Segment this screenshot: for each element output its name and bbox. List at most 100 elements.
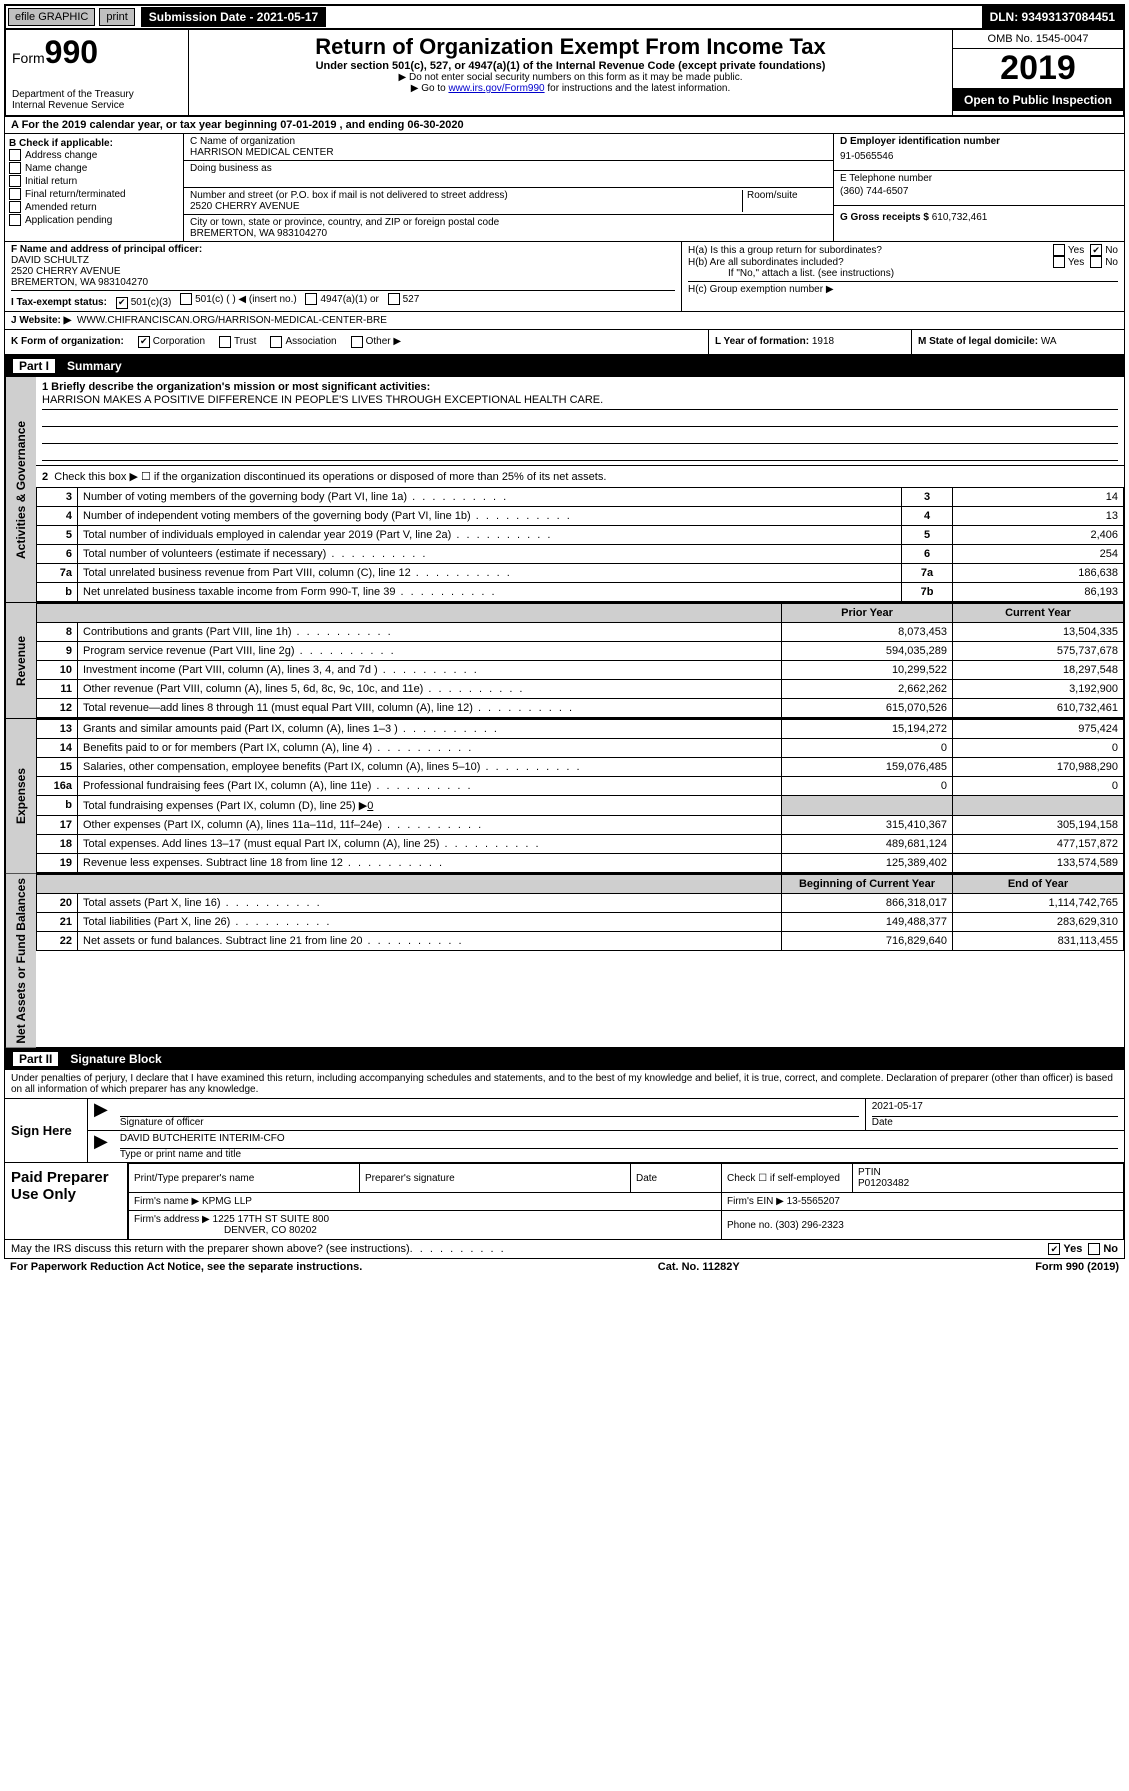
box-k: K Form of organization: Corporation Trus…	[5, 330, 708, 354]
firm-addr2: DENVER, CO 80202	[134, 1225, 317, 1236]
row-current: 477,157,872	[953, 834, 1124, 853]
sign-date: 2021-05-17	[872, 1101, 1118, 1117]
box-k-label: K Form of organization:	[11, 336, 124, 347]
city-val: BREMERTON, WA 983104270	[190, 228, 827, 239]
row-current: 610,732,461	[953, 698, 1124, 717]
row-num: 7a	[37, 563, 78, 582]
row-boy: 149,488,377	[782, 912, 953, 931]
row-num: 11	[37, 679, 78, 698]
dept-treasury: Department of the Treasury Internal Reve…	[12, 89, 182, 111]
expenses-section: Expenses 13 Grants and similar amounts p…	[4, 719, 1125, 874]
org-name: HARRISON MEDICAL CENTER	[190, 147, 827, 158]
firm-ein-label: Firm's EIN ▶	[727, 1196, 784, 1207]
hb-no[interactable]	[1090, 256, 1102, 268]
row-desc: Total assets (Part X, line 16)	[78, 893, 782, 912]
chk-trust[interactable]	[219, 336, 231, 348]
row-prior: 159,076,485	[782, 757, 953, 776]
discuss-text: May the IRS discuss this return with the…	[11, 1243, 410, 1255]
row-desc: Total unrelated business revenue from Pa…	[78, 563, 902, 582]
ha-no[interactable]	[1090, 244, 1102, 256]
box-e-label: E Telephone number	[840, 173, 1118, 184]
chk-527[interactable]	[388, 293, 400, 305]
row-num: 22	[37, 931, 78, 950]
chk-501c3[interactable]	[116, 297, 128, 309]
chk-other[interactable]	[351, 336, 363, 348]
sign-block: Sign Here ▶ Signature of officer 2021-05…	[4, 1099, 1125, 1163]
row-prior: 315,410,367	[782, 815, 953, 834]
part1-title: Summary	[67, 359, 122, 373]
row-desc: Number of voting members of the governin…	[78, 487, 902, 506]
form-number: 990	[45, 34, 98, 70]
dba-label: Doing business as	[190, 163, 827, 174]
row-desc: Total liabilities (Part X, line 26)	[78, 912, 782, 931]
footer-mid: Cat. No. 11282Y	[658, 1261, 740, 1273]
ha-no-lbl: No	[1105, 245, 1118, 256]
part2-title: Signature Block	[70, 1052, 161, 1066]
discuss-no[interactable]	[1088, 1243, 1100, 1255]
row-desc: Total fundraising expenses (Part IX, col…	[78, 795, 782, 815]
side-governance: Activities & Governance	[5, 377, 36, 602]
h-b-label: H(b) Are all subordinates included?	[688, 257, 1047, 268]
header-right: OMB No. 1545-0047 2019 Open to Public In…	[953, 30, 1123, 115]
row-current: 18,297,548	[953, 660, 1124, 679]
row-num: 18	[37, 834, 78, 853]
row-desc: Revenue less expenses. Subtract line 18 …	[78, 853, 782, 872]
chk-app-pending[interactable]	[9, 214, 21, 226]
print-button[interactable]: print	[99, 8, 134, 26]
chk-corp[interactable]	[138, 336, 150, 348]
lbl-name-change: Name change	[25, 163, 87, 174]
box-c-label: C Name of organization	[190, 136, 827, 147]
form-note-2: ▶ Go to www.irs.gov/Form990 for instruct…	[197, 83, 944, 94]
hb-yes[interactable]	[1053, 256, 1065, 268]
row-eoy: 831,113,455	[953, 931, 1124, 950]
form-header: Form990 Department of the Treasury Inter…	[4, 30, 1125, 117]
row-current: 0	[953, 776, 1124, 795]
officer-addr2: BREMERTON, WA 983104270	[11, 277, 675, 288]
website-value: WWW.CHIFRANCISCAN.ORG/HARRISON-MEDICAL-C…	[77, 315, 387, 326]
row-val: 2,406	[953, 525, 1124, 544]
row-current: 170,988,290	[953, 757, 1124, 776]
chk-amended[interactable]	[9, 201, 21, 213]
row-num: 13	[37, 719, 78, 738]
top-bar: efile GRAPHIC print Submission Date - 20…	[4, 4, 1125, 30]
chk-501c[interactable]	[180, 293, 192, 305]
box-h: H(a) Is this a group return for subordin…	[682, 242, 1124, 311]
efile-button[interactable]: efile GRAPHIC	[8, 8, 95, 26]
chk-4947[interactable]	[305, 293, 317, 305]
box-f-label: F Name and address of principal officer:	[11, 244, 202, 255]
row-cellnum: 6	[902, 544, 953, 563]
firm-ein: 13-5565207	[787, 1196, 840, 1207]
box-m-label: M State of legal domicile:	[918, 336, 1038, 347]
row-desc: Contributions and grants (Part VIII, lin…	[78, 622, 782, 641]
ha-yes[interactable]	[1053, 244, 1065, 256]
page-footer: For Paperwork Reduction Act Notice, see …	[4, 1259, 1125, 1275]
box-l-label: L Year of formation:	[715, 336, 809, 347]
chk-address-change[interactable]	[9, 149, 21, 161]
firm-phone-label: Phone no.	[727, 1220, 773, 1231]
row-current: 133,574,589	[953, 853, 1124, 872]
form-title: Return of Organization Exempt From Incom…	[197, 34, 944, 60]
row-desc: Program service revenue (Part VIII, line…	[78, 641, 782, 660]
row-cellnum: 4	[902, 506, 953, 525]
row-num: b	[37, 795, 78, 815]
room-suite-label: Room/suite	[742, 190, 827, 212]
discuss-row: May the IRS discuss this return with the…	[4, 1240, 1125, 1259]
chk-final-return[interactable]	[9, 188, 21, 200]
perjury-text: Under penalties of perjury, I declare th…	[4, 1070, 1125, 1099]
part1-label: Part I	[13, 359, 55, 373]
irs-link[interactable]: www.irs.gov/Form990	[448, 83, 544, 94]
discuss-yes[interactable]	[1048, 1243, 1060, 1255]
mission-text: HARRISON MAKES A POSITIVE DIFFERENCE IN …	[42, 393, 1118, 410]
dots	[410, 1243, 506, 1255]
row-num: 19	[37, 853, 78, 872]
mission-q: 1 Briefly describe the organization's mi…	[42, 381, 430, 393]
ptin-val: P01203482	[858, 1178, 1118, 1189]
prep-selfemp: Check ☐ if self-employed	[722, 1164, 853, 1193]
chk-name-change[interactable]	[9, 162, 21, 174]
box-j-label: J Website: ▶	[11, 315, 71, 326]
row-num: 15	[37, 757, 78, 776]
chk-initial-return[interactable]	[9, 175, 21, 187]
lbl-other: Other ▶	[366, 336, 401, 347]
chk-assoc[interactable]	[270, 336, 282, 348]
row-cellnum: 7b	[902, 582, 953, 601]
